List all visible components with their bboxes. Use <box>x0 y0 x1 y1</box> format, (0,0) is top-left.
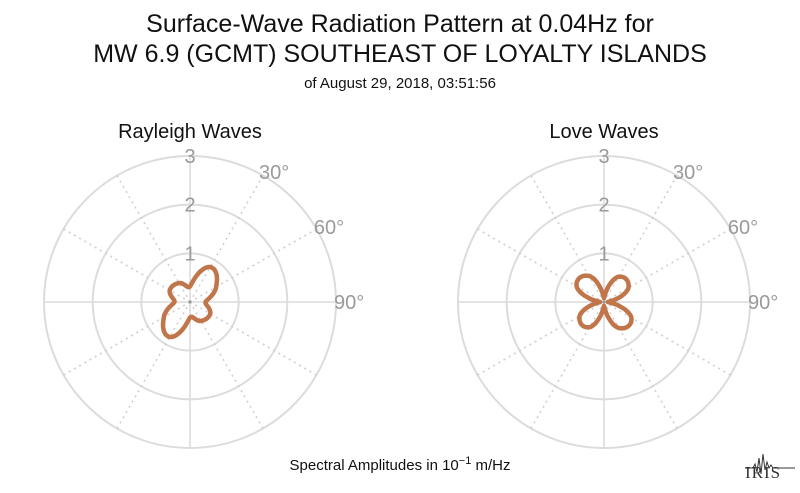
footer-units: Spectral Amplitudes in 10−1 m/Hz <box>0 455 800 474</box>
iris-logo-text: IRIS <box>745 463 782 482</box>
grid-spoke <box>530 301 605 429</box>
chart-title-line-1: Surface-Wave Radiation Pattern at 0.04Hz… <box>146 10 654 38</box>
grid-spoke <box>189 175 264 303</box>
chart-subtitle: of August 29, 2018, 03:51:56 <box>304 75 496 92</box>
grid-spoke <box>603 301 731 376</box>
chart-title-line-2: MW 6.9 (GCMT) SOUTHEAST OF LOYALTY ISLAN… <box>93 40 707 68</box>
radial-tick-label: 3 <box>598 146 609 168</box>
radial-tick-label: 1 <box>184 243 195 265</box>
grid-spoke <box>603 175 678 303</box>
radial-tick-label: 2 <box>184 195 195 217</box>
iris-logo-icon <box>745 453 795 475</box>
angular-tick-label: 60° <box>728 217 758 239</box>
center-point <box>602 300 606 304</box>
radiation-pattern-curve <box>160 264 220 340</box>
grid-spoke <box>603 228 731 303</box>
grid-spoke <box>116 175 191 303</box>
panel-title: Love Waves <box>549 121 658 143</box>
footer-base: 10 <box>442 457 459 474</box>
angular-tick-label: 60° <box>314 217 344 239</box>
radial-tick-label: 1 <box>598 243 609 265</box>
footer-unit: m/Hz <box>471 457 511 474</box>
center-point <box>188 300 192 304</box>
angular-tick-label: 90° <box>748 292 778 314</box>
grid-spoke <box>530 175 605 303</box>
grid-spoke <box>603 301 678 429</box>
rayleigh-polar-plot: Rayleigh Waves 1 2 3 30° 60° 90° <box>43 121 364 449</box>
grid-spoke <box>477 228 605 303</box>
panel-title: Rayleigh Waves <box>118 121 262 143</box>
radiation-pattern-curve <box>574 273 634 331</box>
radial-tick-label: 3 <box>184 146 195 168</box>
grid-spoke <box>189 301 264 429</box>
angular-tick-label: 90° <box>334 292 364 314</box>
footer-prefix: Spectral Amplitudes in <box>289 457 443 474</box>
angular-tick-label: 30° <box>673 162 703 184</box>
footer-exponent: −1 <box>458 455 472 467</box>
love-polar-plot: Love Waves 1 2 3 30° 60° 90° <box>457 121 778 449</box>
grid-spoke <box>477 301 605 376</box>
angular-tick-label: 30° <box>259 162 289 184</box>
grid-spoke <box>63 301 191 376</box>
grid-spoke <box>116 301 191 429</box>
radial-tick-label: 2 <box>598 195 609 217</box>
grid-spoke <box>189 228 317 303</box>
